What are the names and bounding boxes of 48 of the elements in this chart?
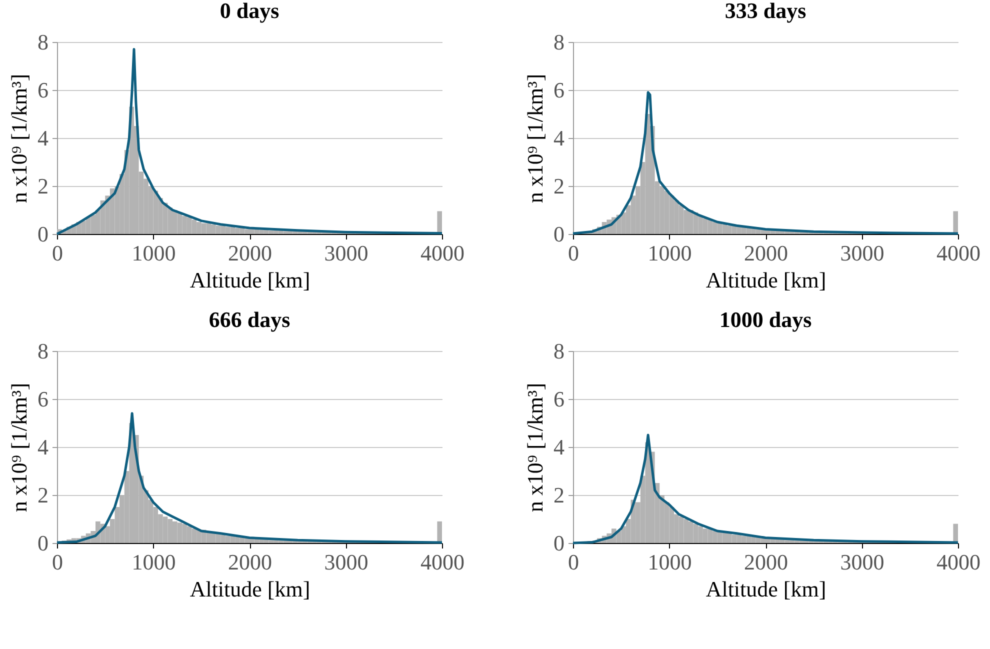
y-tick-label: 8 — [38, 30, 48, 54]
y-tick-label: 8 — [38, 338, 48, 364]
x-tick-label: 3000 — [840, 240, 884, 266]
y-tick-label: 2 — [554, 482, 564, 508]
y-tick-label: 0 — [554, 222, 564, 246]
y-tick-label: 0 — [38, 530, 48, 556]
x-tick-label: 2000 — [744, 550, 788, 574]
chart-title: 0 days — [220, 0, 280, 23]
x-tick-label: 1000 — [132, 240, 176, 266]
x-tick-label: 4000 — [936, 550, 980, 574]
x-tick-label: 4000 — [936, 240, 980, 266]
y-tick-label: 8 — [554, 30, 564, 54]
y-tick-label: 6 — [38, 78, 48, 102]
y-tick-label: 6 — [554, 78, 564, 102]
y-tick-label: 4 — [554, 126, 564, 150]
x-tick-label: 2000 — [228, 240, 272, 266]
y-tick-label: 2 — [38, 174, 48, 198]
y-tick-label: 4 — [38, 434, 48, 460]
x-tick-label: 2000 — [228, 550, 272, 574]
x-tick-label: 3000 — [840, 550, 884, 574]
y-tick-label: 6 — [554, 386, 564, 412]
x-axis-title: Altitude [km] — [190, 576, 310, 602]
y-tick-label: 0 — [38, 222, 48, 246]
x-tick-label: 4000 — [420, 240, 464, 266]
chart-title: 333 days — [724, 0, 807, 23]
y-tick-label: 6 — [38, 386, 48, 412]
x-axis-title: Altitude [km] — [706, 576, 826, 602]
x-tick-label: 1000 — [132, 550, 176, 574]
y-tick-label: 4 — [554, 434, 564, 460]
x-tick-label: 1000 — [648, 550, 692, 574]
x-tick-label: 2000 — [744, 240, 788, 266]
y-axis-title: n x10⁹ [1/km³] — [522, 382, 548, 512]
y-axis-title: n x10⁹ [1/km³] — [522, 74, 548, 204]
y-axis-title: n x10⁹ [1/km³] — [6, 74, 32, 204]
x-axis-title: Altitude [km] — [190, 268, 310, 292]
y-tick-label: 8 — [554, 338, 564, 364]
chart-title: 666 days — [208, 307, 291, 332]
chart-title: 1000 days — [719, 307, 812, 332]
x-tick-label: 3000 — [324, 240, 368, 266]
y-tick-label: 2 — [554, 174, 564, 198]
y-tick-label: 0 — [554, 530, 564, 556]
x-tick-label: 4000 — [420, 550, 464, 574]
x-tick-label: 3000 — [324, 550, 368, 574]
x-axis-title: Altitude [km] — [706, 268, 826, 292]
x-tick-label: 1000 — [648, 240, 692, 266]
y-tick-label: 2 — [38, 482, 48, 508]
y-tick-label: 4 — [38, 126, 48, 150]
y-axis-title: n x10⁹ [1/km³] — [6, 382, 32, 512]
